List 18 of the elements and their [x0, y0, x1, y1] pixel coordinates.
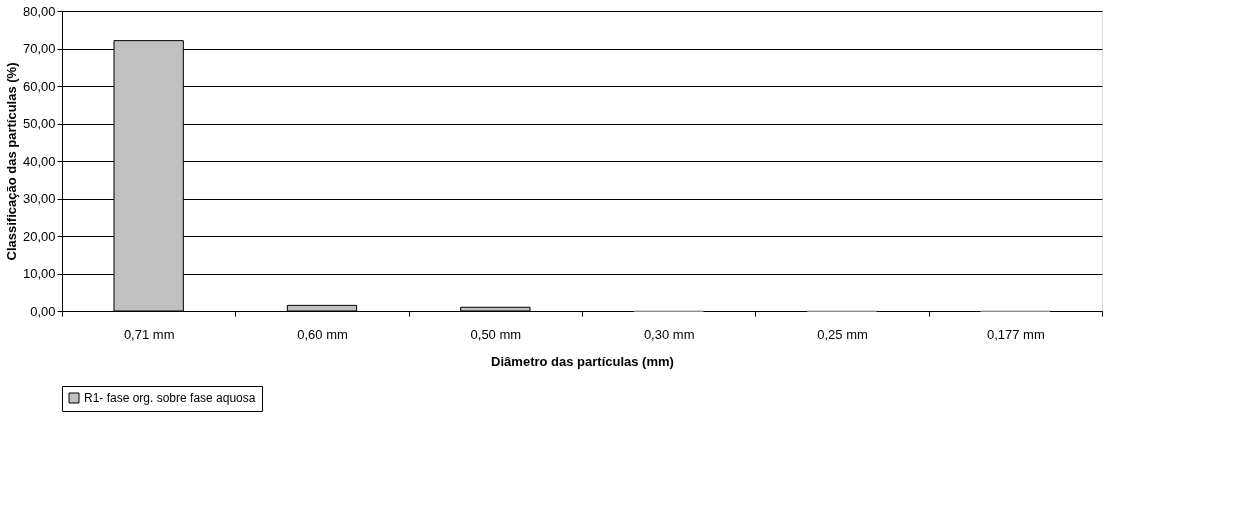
y-tick-label: 20,00 [22, 228, 56, 244]
legend-label: R1- fase org. sobre fase aquosa [84, 391, 256, 405]
y-tick-label: 70,00 [22, 41, 56, 56]
y-tick-label: 0,00 [30, 303, 56, 319]
y-tick-label: 30,00 [22, 191, 56, 206]
y-tick-label: 80,00 [22, 3, 56, 19]
x-tick-label: 0,50 mm [470, 326, 522, 342]
y-tick-label: 50,00 [22, 116, 56, 131]
x-tick-label: 0,60 mm [297, 326, 348, 342]
x-tick-label: 0,71 mm [123, 326, 175, 342]
y-tick-label: 40,00 [22, 153, 56, 169]
y-axis-title: Classificação das partículas (%) [3, 62, 19, 261]
y-tick-label: 10,00 [22, 266, 56, 281]
x-tick-label: 0,30 mm [643, 326, 695, 342]
x-tick-label: 0,25 mm [817, 326, 868, 342]
x-tick-label: 0,177 mm [986, 326, 1045, 342]
y-tick-label: 60,00 [22, 78, 56, 94]
x-axis-title: Diâmetro das partículas (mm) [491, 353, 674, 369]
